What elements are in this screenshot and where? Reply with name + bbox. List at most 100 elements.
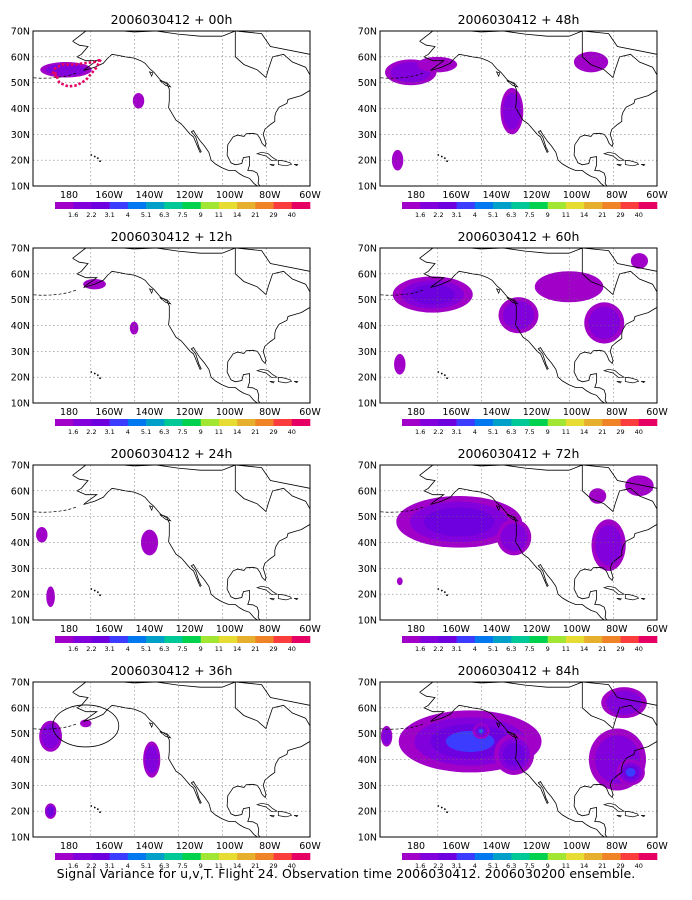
latitude-tick-label: 30N [358,781,377,792]
colorbar-label: 2.2 [86,428,96,436]
colorbar-swatch [255,419,274,426]
variance-region [46,586,55,608]
colorbar-swatch [291,202,311,209]
longitude-tick-label: 80W [606,624,628,635]
variance-core [588,306,620,340]
colorbar-swatch [291,636,311,643]
colorbar-swatch [73,853,92,860]
colorbar-label: 6.3 [506,428,516,436]
longitude-tick-label: 120W [523,841,551,852]
colorbar-label: 6.3 [506,862,516,870]
colorbar-label: 5.1 [141,428,151,436]
hawaii-island [93,806,96,809]
colorbar-swatch [602,853,621,860]
colorbar-label: 5.1 [141,645,151,653]
coastline [419,682,657,837]
colorbar-label: 1.6 [68,211,78,219]
island [641,597,646,601]
island [641,814,646,818]
colorbar-swatch [164,202,183,209]
variance-core [625,768,636,777]
colorbar-swatch [620,853,640,860]
colorbar-swatch [438,636,457,643]
longitude-tick-label: 120W [176,190,204,201]
colorbar-label: 7.5 [524,645,534,653]
hawaii-island [93,589,96,592]
colorbar-label: 21 [598,211,606,219]
colorbar-swatch [146,636,165,643]
colorbar-swatch [73,419,92,426]
colorbar-label: 40 [635,862,643,870]
colorbar-label: 29 [616,862,624,870]
colorbar-label: 40 [635,211,643,219]
colorbar-label: 1.6 [415,645,425,653]
longitude-tick-label: 100W [563,624,591,635]
island [159,297,172,305]
colorbar: 1.6 2.2 3.1 4 5.1 6.3 7.5 9 11 14 21 29 40 [55,853,311,870]
colorbar-swatch [474,419,494,426]
colorbar-label: 21 [598,428,606,436]
latitude-tick-label: 60N [358,269,377,280]
colorbar-swatch [420,419,439,426]
map-panel-p60: 2006030412 + 60h 10N 20N 30N 40N 50N 60N 70N 180… [358,229,669,436]
colorbar-label: 11 [215,211,223,219]
map-frame [32,30,311,187]
latitude-tick-label: 70N [11,461,30,472]
colorbar-swatch [218,419,238,426]
map-panel-p48: 2006030412 + 48h 10N 20N 30N 40N 50N 60N 70N 180… [358,12,669,219]
longitude-tick-label: 140W [483,190,511,201]
colorbar-swatch [547,636,567,643]
colorbar-swatch [182,853,202,860]
aleutian-islands [380,723,425,730]
latitude-tick-label: 50N [358,295,377,306]
colorbar-swatch [218,636,238,643]
island [269,597,275,601]
variance-core [47,806,54,816]
hawaii-island [99,377,101,380]
latitude-tick-label: 50N [358,78,377,89]
longitude-tick-label: 100W [216,841,244,852]
colorbar-label: 7.5 [524,211,534,219]
flight-track [51,58,103,88]
colorbar: 1.6 2.2 3.1 4 5.1 6.3 7.5 9 11 14 21 29 40 [402,202,658,219]
colorbar-swatch [584,636,603,643]
colorbar-swatch [127,636,147,643]
latitude-tick-label: 40N [358,755,377,766]
colorbar-swatch [511,419,530,426]
longitude-tick-label: 120W [523,624,551,635]
latitude-tick-label: 60N [11,486,30,497]
longitude-tick-label: 140W [136,407,164,418]
colorbar-swatch [402,853,421,860]
colorbar-swatch [420,202,439,209]
colorbar-swatch [55,419,74,426]
longitude-tick-label: 100W [563,407,591,418]
hawaii-island [443,374,446,376]
variance-core [502,92,521,130]
island [269,814,275,818]
longitude-tick-label: 60W [646,407,668,418]
panel-title: 2006030412 + 12h [111,229,233,244]
colorbar-swatch [200,202,220,209]
island [148,71,154,78]
coastline [72,682,310,837]
colorbar-swatch [127,202,147,209]
latitude-tick-label: 40N [358,538,377,549]
colorbar-swatch [255,202,274,209]
island [624,377,640,384]
colorbar-label: 9 [546,428,550,436]
hawaii-island [446,377,448,380]
island [624,594,640,601]
island [148,288,154,295]
colorbar-label: 3.1 [104,428,114,436]
latitude-tick-label: 20N [11,590,30,601]
colorbar-label: 2.2 [433,211,443,219]
colorbar-swatch [456,419,476,426]
colorbar-swatch [456,636,476,643]
longitude-tick-label: 160W [442,407,470,418]
colorbar-swatch [565,419,585,426]
colorbar-swatch [255,636,274,643]
colorbar-label: 40 [635,428,643,436]
colorbar-label: 4 [126,211,130,219]
colorbar-swatch [273,419,293,426]
island [495,722,501,729]
